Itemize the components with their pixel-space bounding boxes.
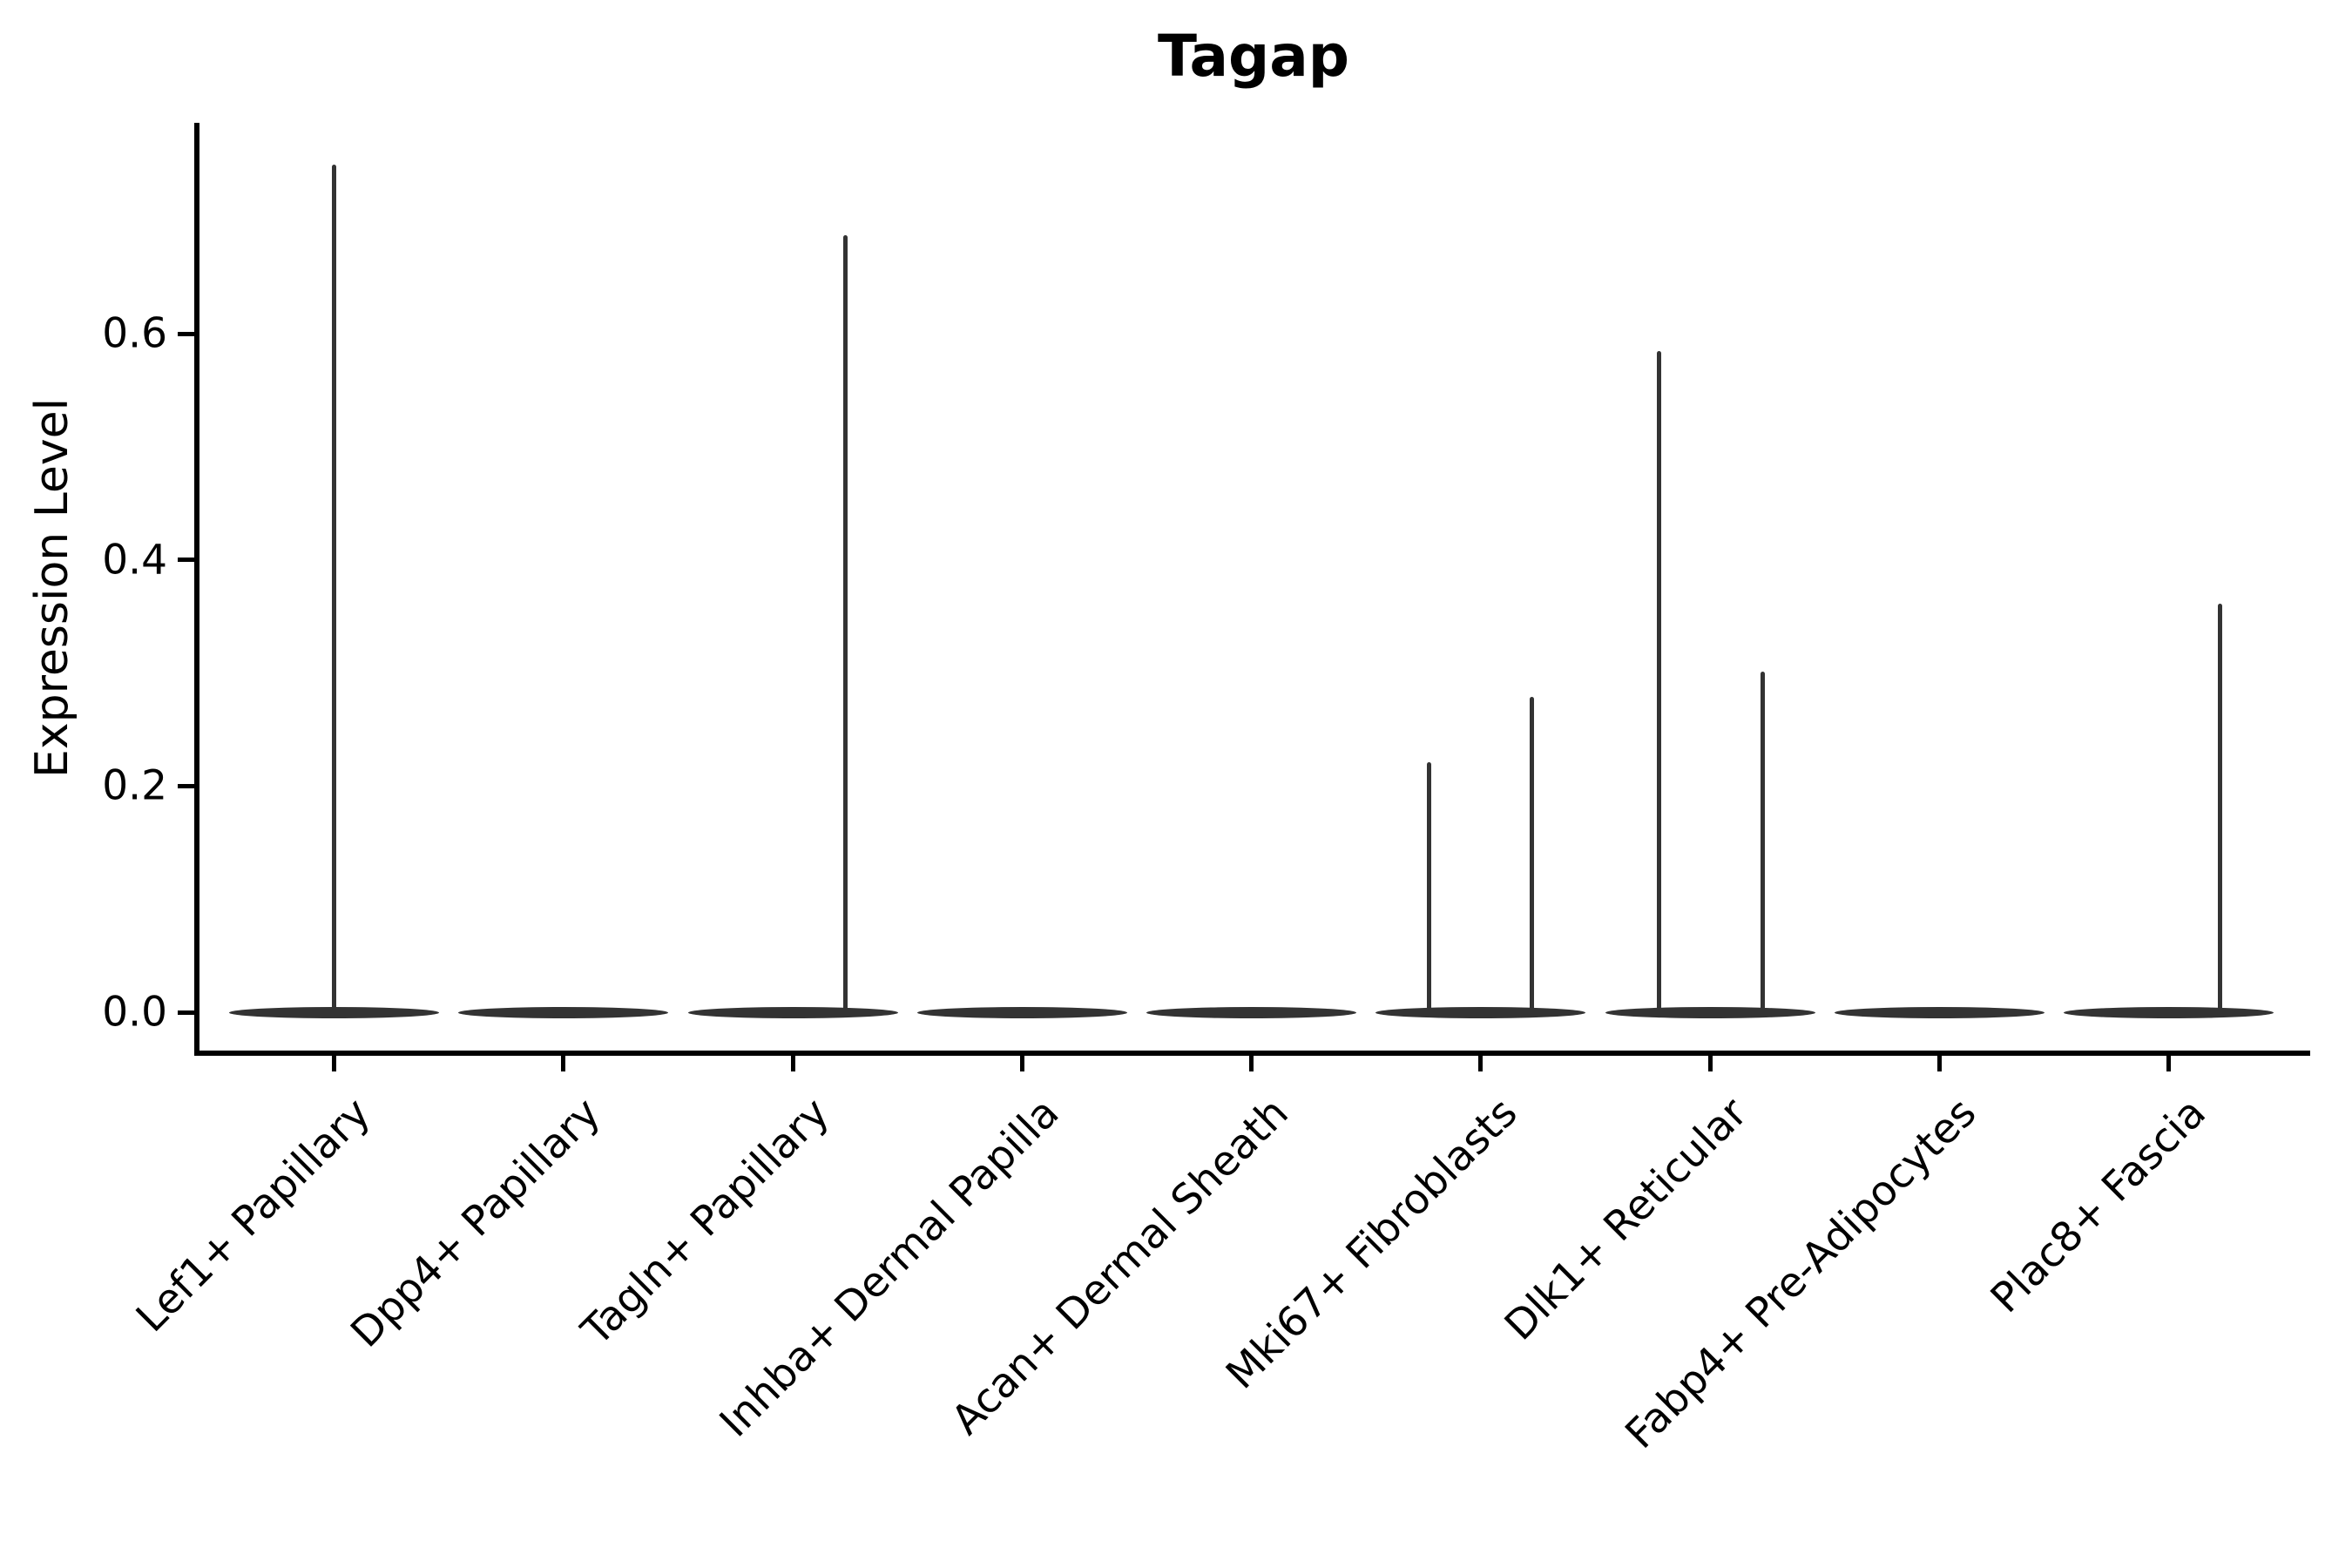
y-tick-label: 0.0 [102,988,167,1037]
chart-title: Tagap [1157,23,1350,90]
x-tick [331,1052,336,1071]
violin-spike [1427,762,1432,1016]
x-tick [1707,1052,1713,1071]
x-tick [790,1052,795,1071]
violin-body [2064,1006,2274,1018]
y-tick-label: 0.2 [102,761,167,810]
y-tick [178,558,197,563]
x-tick [1249,1052,1254,1071]
violin-body [458,1006,669,1018]
y-tick [178,783,197,788]
y-tick [178,331,197,336]
violin-body [1835,1006,2044,1018]
y-tick-label: 0.6 [102,309,167,358]
violin-spike [842,235,848,1016]
x-tick-label: Dlk1+ Reticular [1495,1089,1757,1350]
violin-body [687,1006,898,1018]
x-tick [561,1052,566,1071]
violin-spike [2218,604,2223,1016]
violin-spike [1760,672,1765,1016]
x-tick [1937,1052,1942,1071]
x-tick-label: Dpp4+ Papillary [341,1089,610,1357]
x-tick-label: Tagln+ Papillary [572,1089,839,1355]
x-tick-label: Lef1+ Papillary [127,1089,381,1342]
x-tick [1019,1052,1024,1071]
y-axis-label: Expression Level [26,397,78,779]
violin-body [916,1006,1127,1018]
x-tick [1478,1052,1484,1071]
violin-body [1605,1006,1815,1018]
y-axis-spine [194,123,199,1055]
y-tick-label: 0.4 [102,536,167,585]
violin-spike [1656,350,1661,1016]
violin-spike [1530,696,1535,1016]
violin-spike [331,164,336,1016]
x-tick [2166,1052,2172,1071]
violin-body [1375,1006,1586,1018]
violin-body [1146,1006,1357,1018]
y-tick [178,1010,197,1015]
x-tick-label: Plac8+ Fascia [1981,1089,2215,1322]
